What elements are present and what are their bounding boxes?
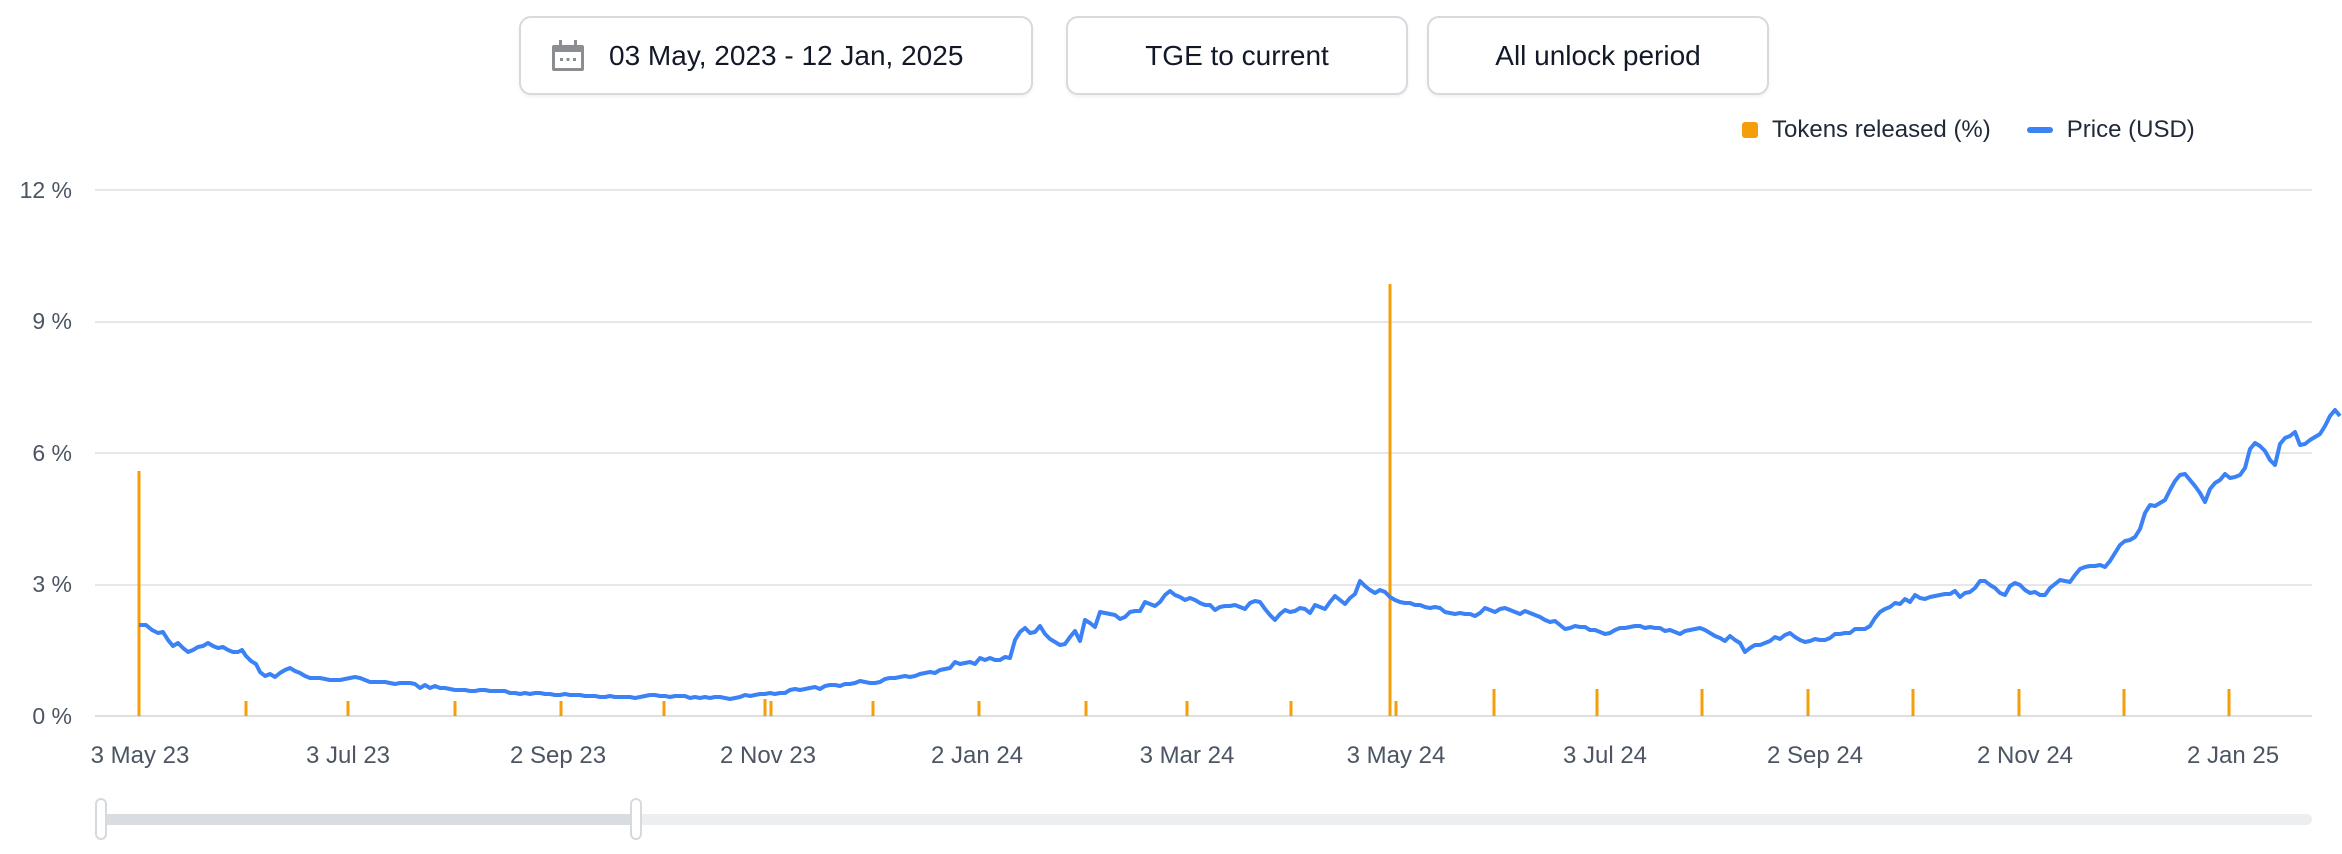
price-legend-line-icon: [2026, 127, 2053, 133]
tokens-released-bars: [137, 284, 2231, 716]
range-slider-track[interactable]: [97, 814, 2312, 825]
x-tick-label: 3 May 24: [1346, 742, 1446, 769]
chart-legend: Tokens released (%) Price (USD): [1742, 116, 2195, 144]
tokens-legend-swatch-icon: [1742, 122, 1758, 138]
x-tick-label: 2 Jan 24: [930, 742, 1024, 769]
range-slider-selection[interactable]: [101, 814, 636, 825]
range-slider-end-handle[interactable]: [630, 798, 642, 840]
x-tick-label: 3 Mar 24: [1139, 742, 1235, 769]
calendar-icon: [551, 39, 585, 72]
x-tick-label: 2 Sep 23: [509, 742, 607, 769]
legend-price-label[interactable]: Price (USD): [2066, 116, 2195, 143]
x-tick-label: 3 Jul 23: [305, 742, 391, 769]
date-range-label: 03 May, 2023 - 12 Jan, 2025: [609, 39, 964, 71]
y-tick-12: 12 %: [19, 177, 72, 203]
price-line: [139, 408, 2342, 701]
y-tick-3: 3 %: [32, 571, 72, 597]
date-range-button[interactable]: 03 May, 2023 - 12 Jan, 2025: [519, 16, 1033, 95]
tge-to-current-button[interactable]: TGE to current: [1066, 16, 1408, 95]
legend-tokens-label[interactable]: Tokens released (%): [1772, 116, 1991, 143]
x-tick-label: 2 Nov 24: [1976, 742, 2074, 769]
y-tick-6: 6 %: [32, 440, 72, 466]
x-tick-label: 2 Nov 23: [719, 742, 817, 769]
x-tick-label: 2 Jan 25: [2186, 742, 2280, 769]
range-slider-start-handle[interactable]: [95, 798, 107, 840]
x-tick-label: 2 Sep 24: [1766, 742, 1864, 769]
x-tick-label: 3 Jul 24: [1562, 742, 1648, 769]
y-tick-0: 0 %: [32, 703, 72, 729]
all-unlock-period-button[interactable]: All unlock period: [1427, 16, 1769, 95]
x-tick-label: 3 May 23: [90, 742, 190, 769]
y-tick-9: 9 %: [32, 308, 72, 334]
gridlines: [95, 189, 2312, 717]
